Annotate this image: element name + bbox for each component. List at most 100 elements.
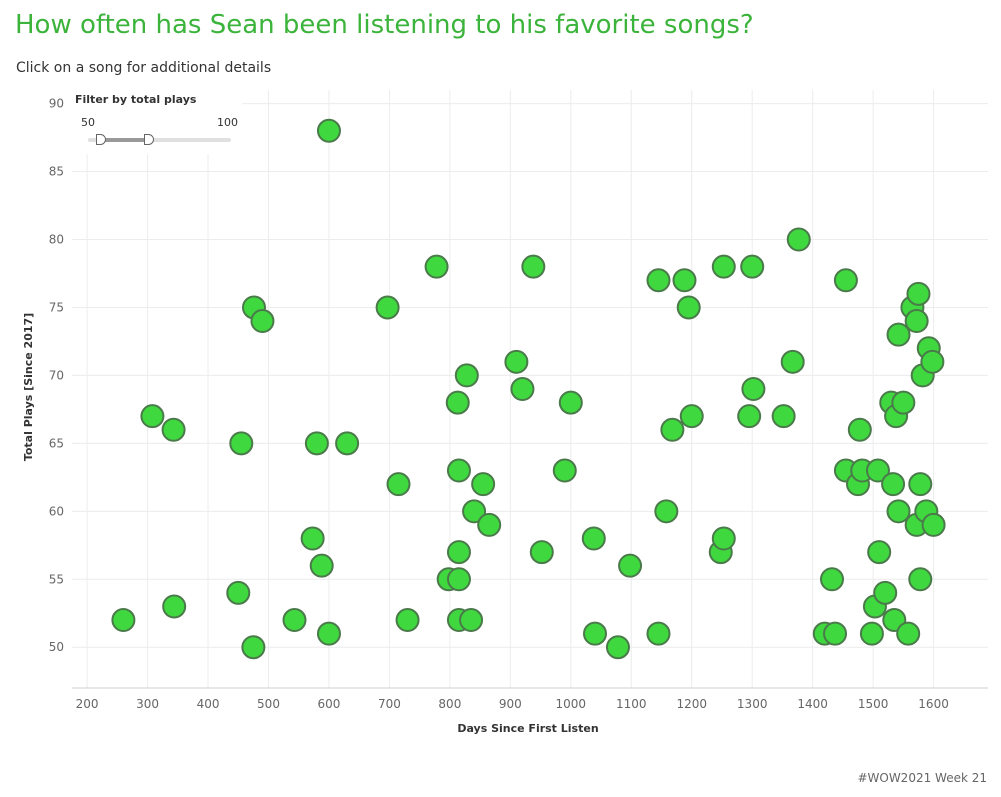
song-point[interactable]	[316, 118, 341, 143]
x-axis-label: Days Since First Listen	[457, 722, 598, 735]
song-point[interactable]	[304, 431, 329, 456]
song-point[interactable]	[654, 499, 679, 524]
song-point[interactable]	[881, 472, 906, 497]
filter-min-label: 50	[81, 116, 95, 129]
page-subtitle: Click on a song for additional details	[16, 60, 272, 76]
song-point[interactable]	[833, 268, 858, 293]
song-point[interactable]	[660, 417, 685, 442]
song-point[interactable]	[786, 227, 811, 252]
plays-filter[interactable]: Filter by total plays 50 100	[70, 90, 242, 154]
song-point[interactable]	[618, 553, 643, 578]
song-point[interactable]	[446, 540, 471, 565]
filter-slider-range	[99, 138, 149, 142]
song-point[interactable]	[250, 309, 275, 334]
y-tick-label: 70	[49, 368, 64, 382]
y-tick-label: 85	[49, 165, 64, 179]
song-point[interactable]	[471, 472, 496, 497]
song-point[interactable]	[445, 390, 470, 415]
song-point[interactable]	[904, 309, 929, 334]
song-point[interactable]	[646, 621, 671, 646]
song-point[interactable]	[679, 404, 704, 429]
filter-slider-high-handle[interactable]	[144, 134, 155, 145]
song-point[interactable]	[737, 404, 762, 429]
song-point[interactable]	[462, 499, 487, 524]
song-point[interactable]	[454, 363, 479, 388]
song-point[interactable]	[605, 635, 630, 660]
song-point[interactable]	[771, 404, 796, 429]
y-tick-label: 55	[49, 572, 64, 586]
song-point[interactable]	[740, 254, 765, 279]
x-tick-label: 700	[378, 697, 401, 711]
footer-credit: #WOW2021 Week 21	[857, 771, 987, 785]
page-title: How often has Sean been listening to his…	[15, 10, 754, 40]
song-point[interactable]	[375, 295, 400, 320]
song-point[interactable]	[241, 635, 266, 660]
y-tick-label: 90	[49, 97, 64, 111]
song-point[interactable]	[908, 567, 933, 592]
song-point[interactable]	[896, 621, 921, 646]
song-point[interactable]	[676, 295, 701, 320]
song-point[interactable]	[711, 254, 736, 279]
song-point[interactable]	[741, 377, 766, 401]
x-tick-label: 1100	[616, 697, 647, 711]
song-point[interactable]	[558, 390, 583, 415]
song-point[interactable]	[867, 540, 892, 565]
song-point[interactable]	[529, 540, 554, 565]
song-point[interactable]	[111, 608, 136, 633]
x-tick-label: 1000	[556, 697, 587, 711]
song-point[interactable]	[446, 567, 471, 592]
song-point[interactable]	[921, 512, 946, 537]
song-point[interactable]	[161, 417, 186, 442]
song-point[interactable]	[672, 268, 697, 293]
song-point[interactable]	[873, 580, 898, 605]
song-point[interactable]	[552, 458, 577, 483]
song-point[interactable]	[459, 608, 484, 633]
x-tick-label: 300	[136, 697, 159, 711]
song-point[interactable]	[582, 621, 607, 646]
song-point[interactable]	[386, 472, 411, 497]
song-point[interactable]	[646, 268, 671, 293]
song-point[interactable]	[906, 281, 931, 306]
song-point[interactable]	[300, 526, 325, 551]
x-tick-label: 900	[499, 697, 522, 711]
song-point[interactable]	[162, 594, 187, 619]
song-point[interactable]	[581, 526, 606, 551]
filter-slider-low-handle[interactable]	[96, 134, 107, 145]
song-point[interactable]	[282, 608, 307, 633]
song-point[interactable]	[446, 458, 471, 483]
song-point[interactable]	[229, 431, 254, 456]
song-point[interactable]	[780, 349, 805, 374]
song-point[interactable]	[886, 322, 911, 347]
x-tick-label: 1600	[918, 697, 949, 711]
song-point[interactable]	[891, 390, 916, 415]
song-point[interactable]	[859, 621, 884, 646]
song-point[interactable]	[140, 404, 165, 429]
x-tick-label: 400	[197, 697, 220, 711]
filter-slider-track[interactable]	[88, 134, 231, 145]
song-point[interactable]	[504, 349, 529, 374]
song-point[interactable]	[309, 553, 334, 578]
song-point[interactable]	[335, 431, 360, 456]
song-point[interactable]	[823, 621, 848, 646]
song-point[interactable]	[226, 580, 251, 605]
song-point[interactable]	[847, 417, 872, 442]
x-tick-label: 1500	[858, 697, 889, 711]
x-tick-label: 1300	[737, 697, 768, 711]
y-tick-label: 80	[49, 233, 64, 247]
song-point[interactable]	[865, 458, 890, 483]
y-axis-label: Total Plays [Since 2017]	[22, 313, 35, 461]
song-point[interactable]	[908, 472, 933, 497]
song-point[interactable]	[521, 254, 546, 279]
song-point[interactable]	[395, 608, 420, 633]
song-point[interactable]	[510, 377, 535, 401]
song-point[interactable]	[886, 499, 911, 524]
song-point[interactable]	[711, 526, 736, 551]
song-point[interactable]	[316, 621, 341, 646]
song-point[interactable]	[477, 512, 502, 537]
song-point[interactable]	[820, 567, 845, 592]
song-point[interactable]	[424, 254, 449, 279]
song-point[interactable]	[920, 349, 945, 374]
filter-title: Filter by total plays	[75, 93, 197, 106]
x-tick-label: 600	[318, 697, 341, 711]
